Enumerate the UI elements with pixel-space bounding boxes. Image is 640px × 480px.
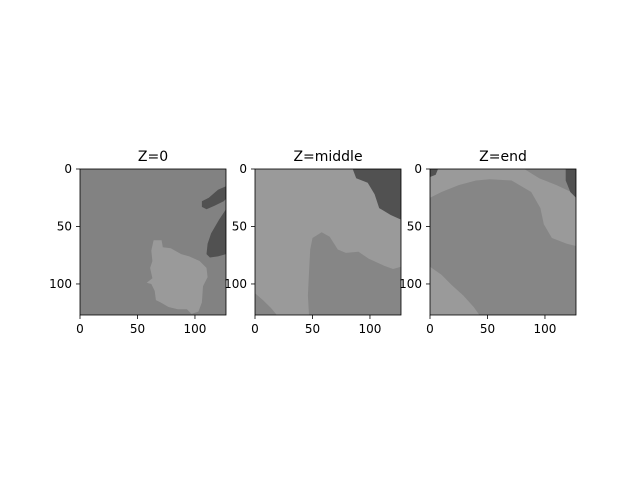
heatmap-region xyxy=(206,209,226,258)
subplot-z-end: Z=end 0 50 100 0 50 100 xyxy=(399,149,577,336)
heatmap-region xyxy=(255,293,277,315)
x-tick-label: 50 xyxy=(480,322,495,336)
heatmap-region xyxy=(352,169,401,220)
x-tick-label: 50 xyxy=(305,322,320,336)
y-tick-label: 100 xyxy=(224,277,247,291)
subplot-title: Z=middle xyxy=(293,149,362,165)
axes-frame xyxy=(429,168,577,316)
heatmap-region xyxy=(565,169,576,198)
subplot-title: Z=end xyxy=(479,149,527,165)
x-tick-label: 100 xyxy=(184,322,207,336)
x-tick-label: 0 xyxy=(76,322,84,336)
subplot-z0: Z=0 0 50 100 0 50 100 xyxy=(49,149,227,336)
heatmap-image xyxy=(430,169,576,315)
axes-frame xyxy=(254,168,402,316)
x-axis: 0 50 100 xyxy=(426,315,556,336)
y-tick-label: 50 xyxy=(407,219,422,233)
heatmap-region xyxy=(430,266,480,315)
y-axis: 0 50 100 xyxy=(224,162,255,291)
subplot-title: Z=0 xyxy=(138,149,168,165)
heatmap-region xyxy=(430,169,438,177)
subplot-z-middle: Z=middle 0 50 100 0 50 100 xyxy=(224,149,402,336)
heatmap-region xyxy=(430,169,576,246)
y-tick-label: 0 xyxy=(414,162,422,176)
y-tick-label: 0 xyxy=(239,162,247,176)
y-axis: 0 50 100 xyxy=(399,162,430,291)
x-tick-label: 100 xyxy=(359,322,382,336)
y-axis: 0 50 100 xyxy=(49,162,80,291)
y-tick-label: 100 xyxy=(399,277,422,291)
heatmap-base xyxy=(80,169,226,315)
x-axis: 0 50 100 xyxy=(76,315,206,336)
y-tick-label: 50 xyxy=(57,219,72,233)
heatmap-region xyxy=(307,232,401,315)
heatmap-region xyxy=(146,240,208,314)
x-tick-label: 0 xyxy=(426,322,434,336)
x-tick-label: 100 xyxy=(534,322,557,336)
y-tick-label: 100 xyxy=(49,277,72,291)
axes-frame xyxy=(79,168,227,316)
heatmap-image xyxy=(255,169,401,315)
heatmap-region xyxy=(201,186,226,210)
x-tick-label: 50 xyxy=(130,322,145,336)
x-tick-label: 0 xyxy=(251,322,259,336)
y-tick-label: 0 xyxy=(64,162,72,176)
x-axis: 0 50 100 xyxy=(251,315,381,336)
heatmap-image xyxy=(80,169,226,315)
y-tick-label: 50 xyxy=(232,219,247,233)
